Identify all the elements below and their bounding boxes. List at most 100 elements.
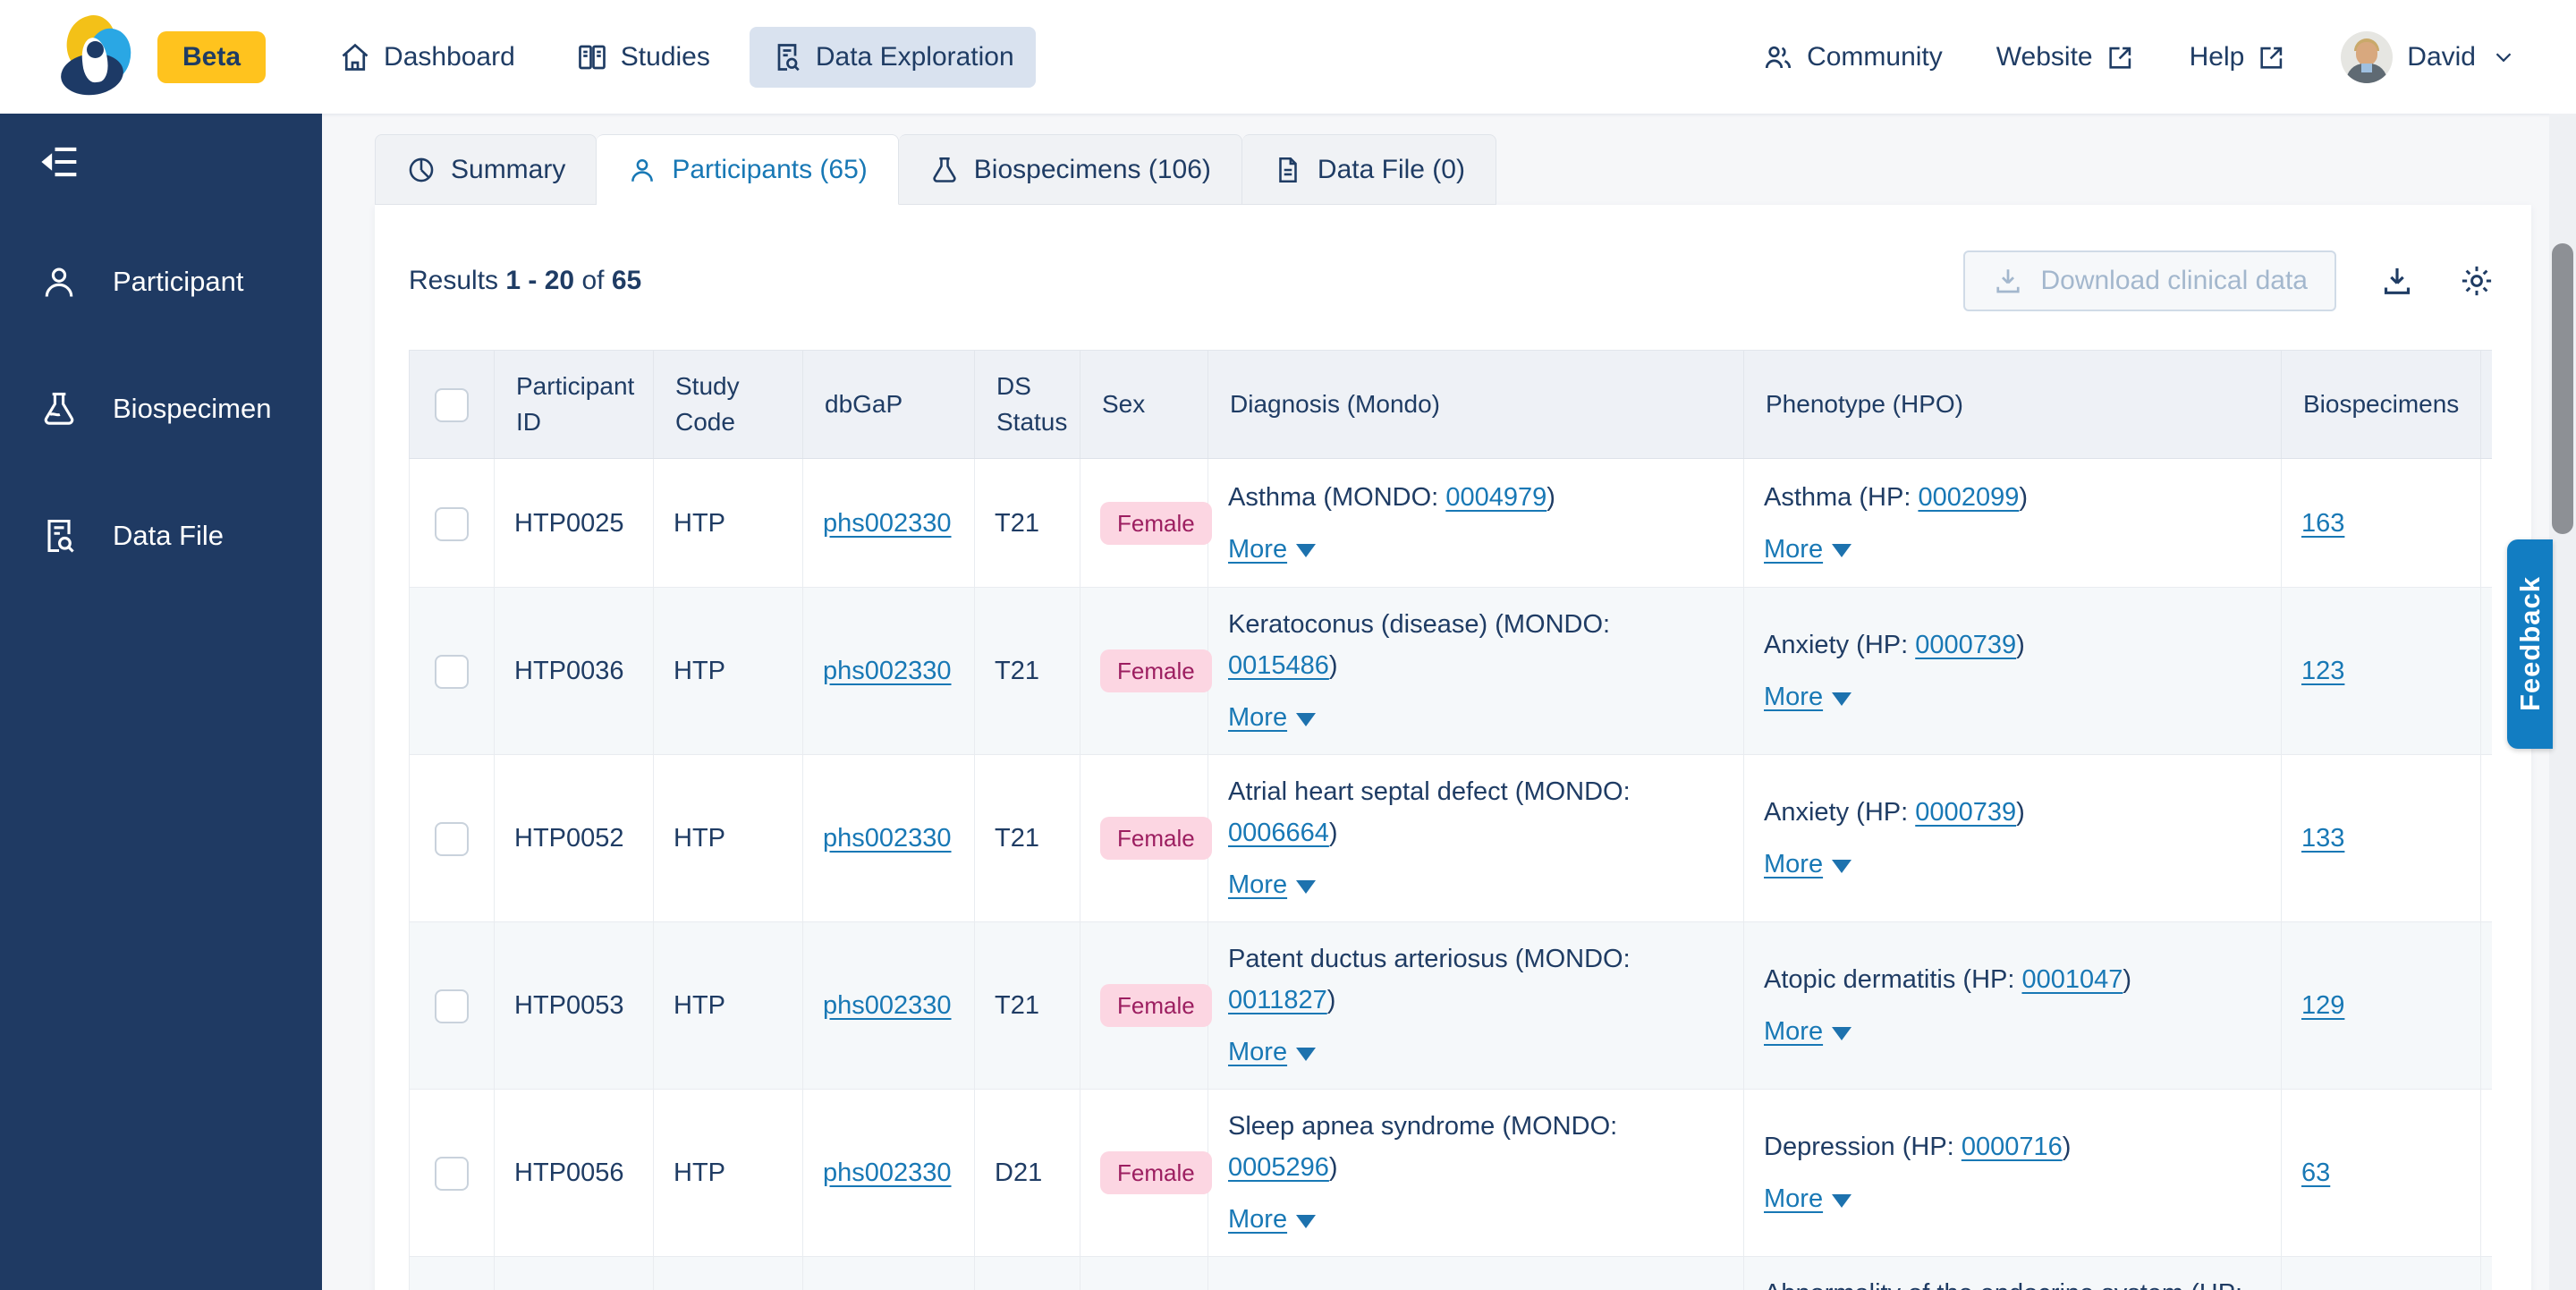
- select-all-checkbox[interactable]: [435, 388, 469, 423]
- download-clinical-data-button[interactable]: Download clinical data: [1963, 250, 2336, 311]
- row-checkbox[interactable]: [435, 989, 469, 1024]
- dbgap-link[interactable]: phs002330: [823, 824, 952, 853]
- dbgap-link[interactable]: phs002330: [823, 657, 952, 685]
- row-checkbox[interactable]: [435, 822, 469, 857]
- caret-down-icon: [1296, 1214, 1317, 1228]
- participants-table: Participant ID Study Code dbGaP DS Statu…: [409, 350, 2492, 1290]
- chevron-down-icon: [2490, 44, 2517, 71]
- phenotype-more-link[interactable]: More: [1764, 534, 1824, 564]
- cell-dbgap: phs002330: [802, 754, 975, 922]
- scrollbar-thumb[interactable]: [2552, 243, 2573, 534]
- tab-biospecimens[interactable]: Biospecimens (106): [898, 134, 1242, 205]
- cell-dbgap: phs002330: [802, 1089, 975, 1257]
- hpo-code-link[interactable]: 0000716: [1961, 1133, 2063, 1161]
- nav-label-data-exploration: Data Exploration: [815, 41, 1014, 72]
- row-checkbox[interactable]: [435, 655, 469, 690]
- row-checkbox[interactable]: [435, 506, 469, 541]
- phenotype-more-link[interactable]: More: [1764, 1184, 1824, 1213]
- phenotype-more-link[interactable]: More: [1764, 850, 1824, 878]
- hpo-code-link[interactable]: 0000739: [1915, 631, 2017, 659]
- diagnosis-more-link[interactable]: More: [1228, 870, 1288, 899]
- secondary-nav: Community Website Help David: [1762, 30, 2517, 83]
- mondo-code-link[interactable]: 0011827: [1228, 986, 1327, 1014]
- tab-participants[interactable]: Participants (65): [597, 134, 899, 205]
- mondo-code-link[interactable]: 0015486: [1228, 651, 1329, 680]
- mondo-code-link[interactable]: 0005296: [1228, 1153, 1329, 1182]
- mondo-code-link[interactable]: 0004979: [1445, 482, 1547, 512]
- nav-item-website[interactable]: Website: [1996, 42, 2136, 72]
- biospecimens-count-link[interactable]: 63: [2301, 1158, 2331, 1187]
- cell-study-code: HTP: [653, 458, 803, 588]
- row-checkbox[interactable]: [435, 1157, 469, 1192]
- diagnosis-more-link[interactable]: More: [1228, 1205, 1288, 1234]
- tab-data-file[interactable]: Data File (0): [1241, 134, 1496, 205]
- user-menu[interactable]: David: [2341, 30, 2517, 83]
- cell-clipped: [2480, 587, 2492, 755]
- diagnosis-more-link[interactable]: More: [1228, 534, 1288, 564]
- phenotype-more-link[interactable]: More: [1764, 1017, 1824, 1046]
- dbgap-link[interactable]: phs002330: [823, 991, 952, 1020]
- column-header-phenotype: Phenotype (HPO): [1743, 350, 2282, 459]
- studies-icon: [576, 41, 608, 73]
- biospecimens-count-link[interactable]: 163: [2301, 508, 2345, 538]
- hpo-code-link[interactable]: 0002099: [1918, 482, 2020, 512]
- cell-participant-id: HTP0056: [494, 1089, 654, 1257]
- dbgap-link[interactable]: phs002330: [823, 1158, 952, 1187]
- nav-item-studies[interactable]: Studies: [555, 27, 732, 88]
- app-logo[interactable]: [58, 10, 138, 100]
- sex-badge: Female: [1100, 984, 1212, 1027]
- hpo-code-link[interactable]: 0000739: [1915, 798, 2017, 827]
- cell-sex: Female: [1080, 1089, 1212, 1257]
- cell-sex: Female: [1080, 754, 1212, 922]
- external-link-icon: [2106, 42, 2136, 72]
- main-content: Summary Participants (65) Biospecimens (…: [322, 114, 2549, 1290]
- cell-diagnosis: Asthma (MONDO: 0004979) More: [1208, 458, 1744, 588]
- sidebar-item-biospecimen[interactable]: Biospecimen: [0, 366, 322, 452]
- cell-diagnosis: Sleep apnea syndrome (MONDO: 0005296) Mo…: [1208, 1089, 1744, 1257]
- sex-badge: Female: [1100, 649, 1212, 692]
- hpo-code-link[interactable]: 0001047: [2021, 965, 2123, 994]
- column-header-dbgap: dbGaP: [802, 350, 975, 459]
- cell-sex: Female: [1080, 458, 1212, 588]
- cell-clipped: [2480, 458, 2492, 588]
- sidebar-label-data-file: Data File: [113, 520, 225, 551]
- cell-dbgap: phs002330: [802, 921, 975, 1090]
- cell-biospecimens: 133: [2281, 754, 2481, 922]
- nav-item-help[interactable]: Help: [2190, 42, 2288, 72]
- biospecimens-count-link[interactable]: 123: [2301, 657, 2345, 685]
- file-search-icon: [771, 41, 803, 73]
- table-row: HTP0052 HTP phs002330 T21 Female Atrial …: [409, 754, 2492, 922]
- export-table-button[interactable]: [2379, 263, 2415, 299]
- cell-participant-id: HTP0036: [494, 587, 654, 755]
- nav-item-dashboard[interactable]: Dashboard: [318, 27, 537, 88]
- sidebar-collapse-button[interactable]: [38, 137, 88, 187]
- home-icon: [339, 41, 371, 73]
- nav-item-data-exploration[interactable]: Data Exploration: [749, 26, 1036, 88]
- nav-label-studies: Studies: [620, 41, 710, 72]
- sidebar-item-data-file[interactable]: Data File: [0, 493, 322, 579]
- table-settings-button[interactable]: [2458, 262, 2496, 300]
- nav-item-community[interactable]: Community: [1762, 41, 1943, 73]
- cell-ds-status: T21: [974, 921, 1080, 1090]
- cell-participant-id: HTP0053: [494, 921, 654, 1090]
- phenotype-more-link[interactable]: More: [1764, 683, 1824, 711]
- tab-summary[interactable]: Summary: [375, 134, 597, 205]
- tab-label-data-file: Data File (0): [1317, 154, 1465, 184]
- sidebar-item-participant[interactable]: Participant: [0, 239, 322, 325]
- results-card: Results 1 - 20 of 65 Download clinical d…: [375, 205, 2531, 1290]
- cell-phenotype: Abnormality of the endocrine system (HP:…: [1743, 1256, 2282, 1290]
- feedback-button[interactable]: Feedback: [2507, 539, 2553, 749]
- biospecimens-count-link[interactable]: 129: [2301, 991, 2345, 1020]
- user-avatar: [2341, 30, 2394, 83]
- results-toolbar: Results 1 - 20 of 65 Download clinical d…: [409, 250, 2496, 312]
- mondo-code-link[interactable]: 0006664: [1228, 819, 1329, 847]
- diagnosis-more-link[interactable]: More: [1228, 703, 1288, 732]
- dbgap-link[interactable]: phs002330: [823, 508, 952, 538]
- cell-phenotype: Anxiety (HP: 0000739) More: [1743, 587, 2282, 755]
- cell-sex: Female: [1080, 921, 1212, 1090]
- page-scrollbar[interactable]: [2549, 114, 2576, 1290]
- cell-study-code: HTP: [653, 1256, 803, 1290]
- file-icon: [1273, 155, 1303, 185]
- diagnosis-more-link[interactable]: More: [1228, 1038, 1288, 1066]
- biospecimens-count-link[interactable]: 133: [2301, 824, 2345, 853]
